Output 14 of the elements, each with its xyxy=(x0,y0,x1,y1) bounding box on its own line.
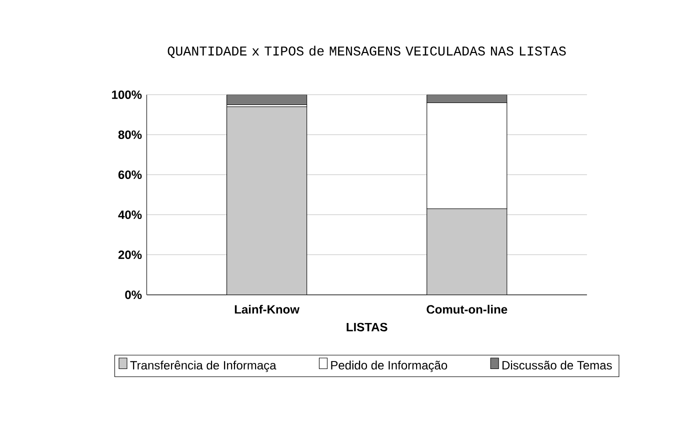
y-tick-label: 100% xyxy=(112,90,142,100)
chart-title: QUANTIDADE x TIPOS de MENSAGENS VEICULADAS NAS LISTAS xyxy=(168,46,566,58)
bar xyxy=(226,94,308,106)
x-tick-label: Lainf-Know xyxy=(234,305,300,314)
x-tick-label: Comut-on-line xyxy=(426,305,508,314)
y-tick-label: 60% xyxy=(118,170,142,180)
legend-label: Transferência de Informaça xyxy=(130,360,276,372)
y-tick-label: 20% xyxy=(118,250,142,260)
y-tick-label: 40% xyxy=(118,210,142,220)
x-axis-title: LISTAS xyxy=(346,323,388,332)
legend-label: Pedido de Informação xyxy=(331,360,448,372)
y-tick-label: 80% xyxy=(118,130,142,140)
y-tick-label: 0% xyxy=(125,290,142,300)
legend-label: Discussão de Temas xyxy=(502,360,612,370)
